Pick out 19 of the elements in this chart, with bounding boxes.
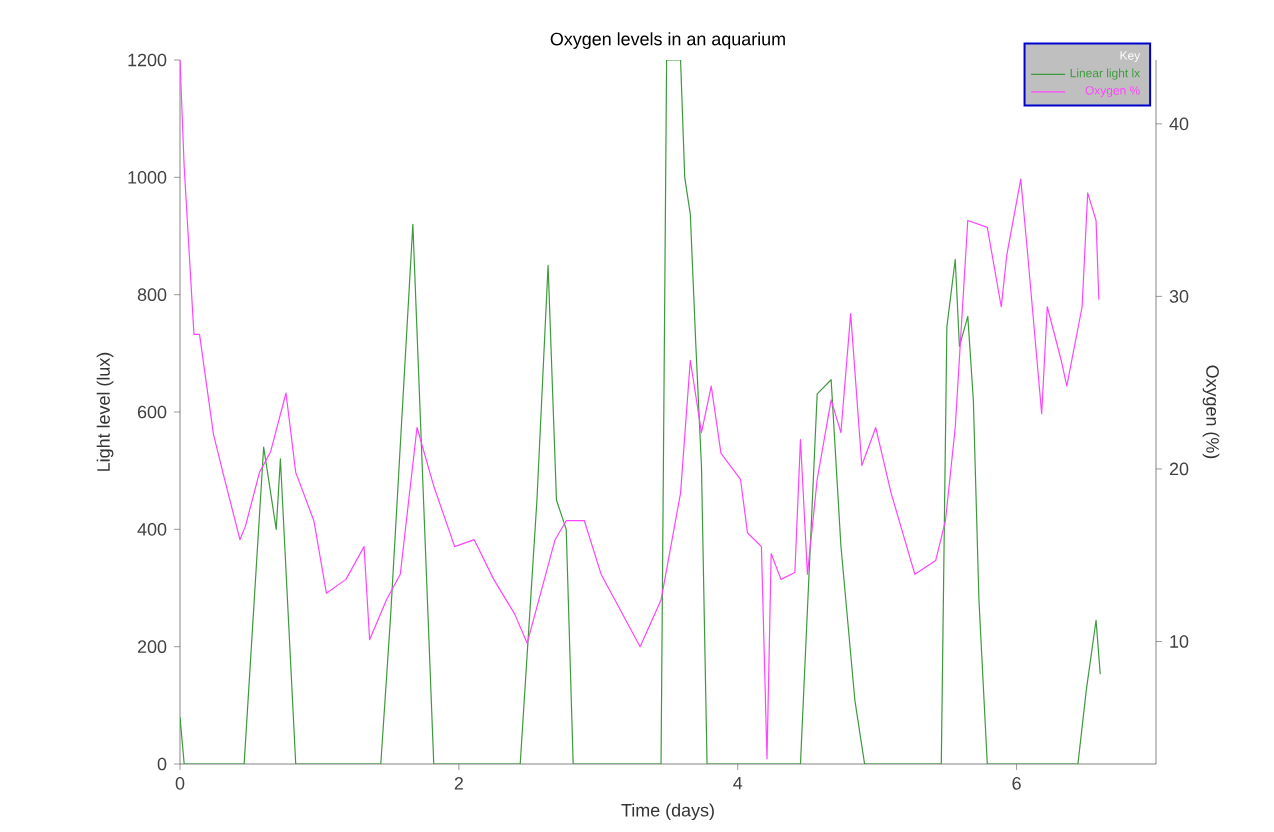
y-tick-label: 1000: [128, 170, 167, 184]
y-tick-label: 600: [137, 405, 167, 419]
y-tick-label: 200: [137, 640, 167, 654]
y2-tick-label: 10: [1170, 635, 1189, 648]
x-axis-title: Time (days): [621, 803, 714, 821]
y2-tick-label: 20: [1169, 462, 1189, 476]
x-tick-label: 2: [454, 777, 463, 790]
y-axis-title: Light level (lux): [96, 352, 114, 471]
y-tick-label: 1200: [128, 53, 167, 67]
chart-title: Oxygen levels in an aquarium: [550, 32, 785, 49]
y2-tick-label: 40: [1169, 117, 1189, 131]
y2-tick-label: 30: [1169, 290, 1189, 303]
y2-axis-title: Oxygen (%): [1202, 365, 1220, 459]
y-tick-label: 0: [157, 757, 167, 771]
x-tick-label: 6: [1012, 777, 1021, 790]
y-tick-label: 800: [137, 288, 167, 302]
x-tick-label: 4: [733, 777, 743, 790]
y-tick-label: 400: [137, 522, 167, 536]
x-tick-label: 0: [175, 777, 185, 790]
